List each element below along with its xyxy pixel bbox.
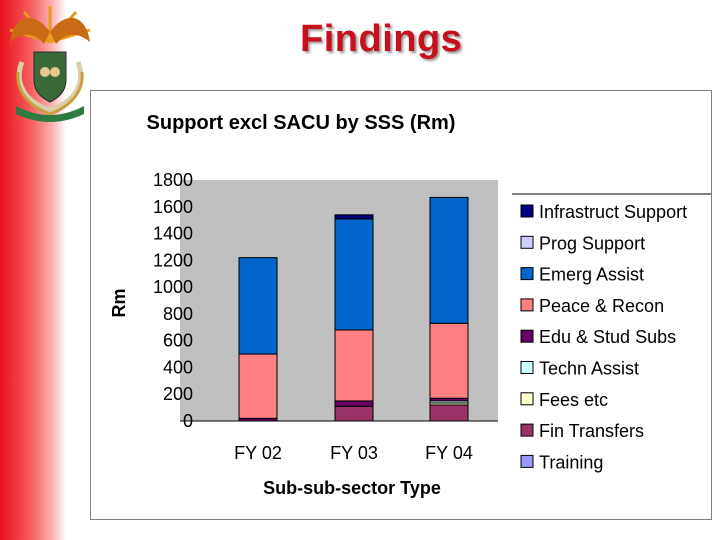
bar-segment [429, 404, 469, 422]
y-tick-label: 200 [163, 384, 193, 404]
legend-swatch [520, 235, 534, 249]
bar-segment [334, 214, 374, 220]
stacked-bar-chart: Support excl SACU by SSS (Rm) Rm Sub-sub… [109, 112, 711, 498]
legend-label: Peace & Recon [539, 296, 664, 316]
legend-label: Fin Transfers [539, 421, 644, 441]
chart-title: Support excl SACU by SSS (Rm) [147, 112, 456, 134]
bar-segment [429, 196, 469, 324]
slide-title: Findings [300, 18, 463, 60]
legend-swatch [520, 361, 534, 374]
y-tick-label: 0 [183, 411, 193, 431]
x-tick-label: FY 02 [234, 443, 282, 463]
x-axis-label: Sub-sub-sector Type [263, 478, 441, 498]
bar-segment [334, 218, 374, 331]
legend-swatch [520, 454, 534, 468]
y-tick-label: 600 [163, 331, 193, 351]
y-tick-label: 800 [163, 304, 193, 324]
legend-label: Techn Assist [539, 359, 639, 379]
bar-segment [238, 353, 278, 419]
x-tick-label: FY 04 [425, 443, 473, 463]
legend-label: Edu & Stud Subs [539, 327, 676, 347]
bar-segment [238, 257, 278, 355]
legend-label: Training [539, 452, 603, 472]
legend-label: Emerg Assist [539, 265, 644, 285]
chart-frame: Support excl SACU by SSS (Rm) Rm Sub-sub… [90, 90, 712, 520]
legend-swatch [520, 329, 534, 343]
legend-swatch [520, 267, 534, 281]
y-tick-label: 1600 [153, 197, 193, 217]
y-tick-label: 1800 [153, 170, 193, 190]
legend-label: Prog Support [539, 233, 645, 253]
y-axis-label: Rm [109, 288, 129, 317]
bar-segment [429, 322, 469, 399]
coat-of-arms-logo [9, 6, 91, 122]
y-tick-label: 1400 [153, 224, 193, 244]
legend-swatch [520, 204, 534, 218]
y-tick-label: 1000 [153, 277, 193, 297]
x-tick-label: FY 03 [330, 443, 378, 463]
bar-segment [334, 405, 374, 422]
bar-segment [334, 400, 374, 407]
legend-label: Infrastruct Support [539, 202, 687, 222]
legend-swatch [520, 423, 534, 437]
legend-swatch [520, 298, 534, 312]
bar-segment [334, 329, 374, 402]
y-tick-label: 400 [163, 357, 193, 377]
legend-label: Fees etc [539, 390, 608, 410]
y-tick-label: 1200 [153, 250, 193, 270]
legend-swatch [520, 392, 534, 406]
